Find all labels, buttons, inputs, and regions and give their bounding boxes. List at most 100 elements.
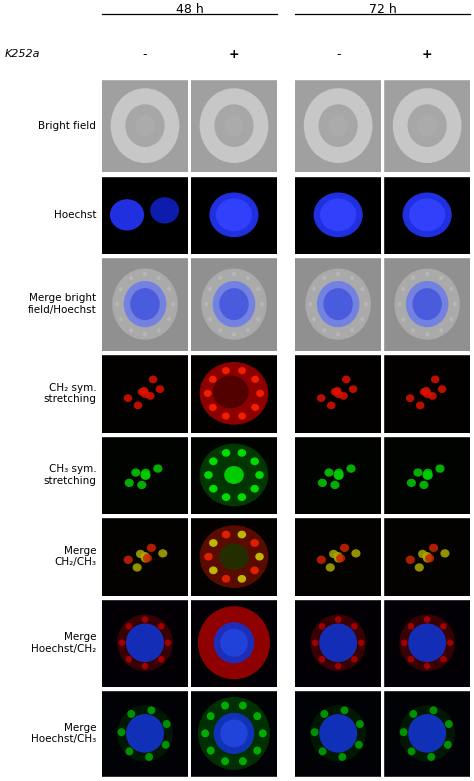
Text: -: - bbox=[143, 48, 147, 61]
Ellipse shape bbox=[167, 287, 171, 291]
Ellipse shape bbox=[329, 550, 338, 558]
Ellipse shape bbox=[336, 554, 345, 562]
Ellipse shape bbox=[358, 640, 365, 646]
Ellipse shape bbox=[209, 458, 218, 465]
Ellipse shape bbox=[124, 281, 166, 327]
Ellipse shape bbox=[198, 697, 270, 770]
Ellipse shape bbox=[204, 302, 208, 306]
Ellipse shape bbox=[327, 401, 336, 409]
Text: Merge
Hoechst/CH₂: Merge Hoechst/CH₂ bbox=[31, 632, 96, 654]
Bar bbox=[295, 436, 381, 514]
Ellipse shape bbox=[126, 623, 132, 629]
Bar bbox=[191, 176, 277, 254]
Ellipse shape bbox=[214, 713, 254, 754]
Ellipse shape bbox=[349, 385, 357, 393]
Ellipse shape bbox=[207, 712, 215, 720]
Bar bbox=[102, 436, 188, 514]
Ellipse shape bbox=[310, 705, 366, 761]
Ellipse shape bbox=[428, 392, 437, 400]
Ellipse shape bbox=[336, 332, 340, 337]
Ellipse shape bbox=[453, 302, 457, 306]
Ellipse shape bbox=[171, 302, 175, 306]
Ellipse shape bbox=[209, 404, 217, 411]
Ellipse shape bbox=[118, 728, 125, 736]
Ellipse shape bbox=[424, 663, 430, 669]
Ellipse shape bbox=[309, 302, 312, 306]
Ellipse shape bbox=[319, 656, 325, 662]
Ellipse shape bbox=[238, 412, 246, 419]
Ellipse shape bbox=[341, 706, 348, 715]
Bar bbox=[384, 79, 470, 173]
Ellipse shape bbox=[350, 276, 354, 280]
Ellipse shape bbox=[401, 640, 408, 646]
Ellipse shape bbox=[221, 701, 229, 710]
Bar bbox=[191, 599, 277, 686]
Ellipse shape bbox=[255, 553, 264, 561]
Ellipse shape bbox=[209, 539, 218, 547]
Ellipse shape bbox=[135, 115, 155, 137]
Ellipse shape bbox=[237, 449, 246, 457]
Ellipse shape bbox=[364, 302, 368, 306]
Ellipse shape bbox=[213, 376, 249, 408]
Ellipse shape bbox=[330, 481, 339, 489]
Ellipse shape bbox=[209, 376, 217, 383]
Ellipse shape bbox=[410, 710, 417, 718]
Ellipse shape bbox=[238, 367, 246, 374]
Ellipse shape bbox=[444, 741, 452, 749]
Ellipse shape bbox=[318, 479, 327, 487]
Ellipse shape bbox=[400, 728, 408, 736]
Text: +: + bbox=[422, 48, 432, 61]
Bar bbox=[295, 517, 381, 596]
Ellipse shape bbox=[136, 550, 145, 558]
Ellipse shape bbox=[409, 198, 445, 231]
Ellipse shape bbox=[119, 287, 123, 291]
Ellipse shape bbox=[218, 328, 222, 333]
Ellipse shape bbox=[334, 472, 343, 480]
Ellipse shape bbox=[356, 720, 364, 728]
Ellipse shape bbox=[408, 656, 414, 662]
Ellipse shape bbox=[222, 494, 230, 501]
Ellipse shape bbox=[260, 302, 264, 306]
Ellipse shape bbox=[126, 747, 133, 755]
Ellipse shape bbox=[322, 276, 326, 280]
Text: Bright field: Bright field bbox=[38, 120, 96, 130]
Ellipse shape bbox=[406, 555, 415, 564]
Ellipse shape bbox=[129, 328, 133, 333]
Ellipse shape bbox=[134, 401, 142, 409]
Ellipse shape bbox=[224, 115, 244, 137]
Ellipse shape bbox=[142, 663, 148, 669]
Ellipse shape bbox=[115, 302, 119, 306]
Ellipse shape bbox=[133, 563, 142, 572]
Ellipse shape bbox=[411, 328, 415, 333]
Bar bbox=[191, 517, 277, 596]
Ellipse shape bbox=[393, 88, 462, 163]
Ellipse shape bbox=[147, 706, 155, 715]
Ellipse shape bbox=[143, 272, 147, 276]
Ellipse shape bbox=[424, 616, 430, 622]
Ellipse shape bbox=[140, 471, 149, 479]
Ellipse shape bbox=[439, 328, 443, 333]
Ellipse shape bbox=[237, 494, 246, 501]
Ellipse shape bbox=[339, 392, 348, 400]
Ellipse shape bbox=[158, 623, 164, 629]
Ellipse shape bbox=[210, 192, 258, 237]
Text: 72 h: 72 h bbox=[369, 3, 397, 16]
Bar bbox=[295, 690, 381, 777]
Ellipse shape bbox=[408, 714, 446, 753]
Bar bbox=[384, 599, 470, 686]
Text: 48 h: 48 h bbox=[175, 3, 203, 16]
Bar bbox=[102, 517, 188, 596]
Ellipse shape bbox=[399, 705, 455, 761]
Ellipse shape bbox=[251, 404, 259, 411]
Ellipse shape bbox=[117, 615, 173, 671]
Ellipse shape bbox=[124, 394, 132, 402]
Ellipse shape bbox=[146, 392, 155, 400]
Ellipse shape bbox=[126, 714, 164, 753]
Ellipse shape bbox=[141, 472, 150, 480]
Ellipse shape bbox=[150, 198, 179, 223]
Ellipse shape bbox=[222, 412, 230, 419]
Ellipse shape bbox=[407, 479, 416, 487]
Ellipse shape bbox=[232, 272, 236, 276]
Ellipse shape bbox=[204, 553, 213, 561]
Ellipse shape bbox=[126, 623, 164, 662]
